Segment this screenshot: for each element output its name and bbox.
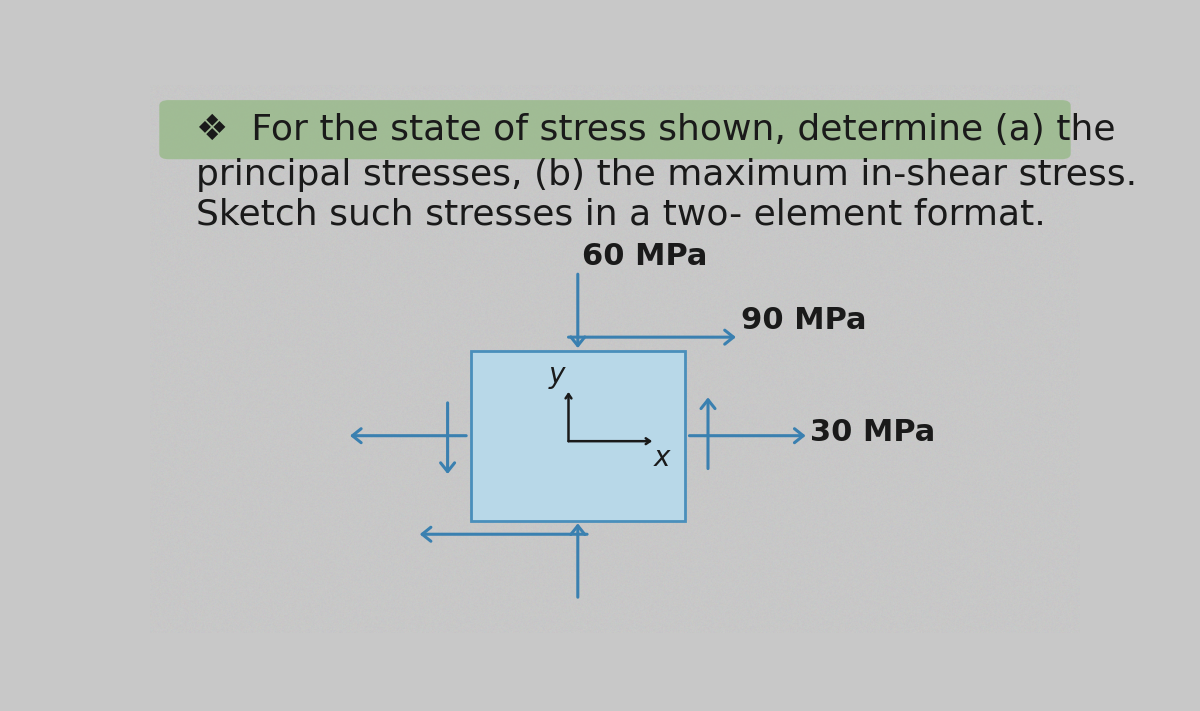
Text: principal stresses, (b) the maximum in-shear stress.: principal stresses, (b) the maximum in-s… — [197, 158, 1138, 192]
Text: 90 MPa: 90 MPa — [740, 306, 866, 335]
Text: x: x — [653, 444, 670, 472]
FancyBboxPatch shape — [160, 100, 1070, 159]
Text: ❖  For the state of stress shown, determine (a) the: ❖ For the state of stress shown, determi… — [197, 112, 1116, 146]
Text: y: y — [550, 361, 565, 389]
Text: 60 MPa: 60 MPa — [582, 242, 708, 272]
Text: Sketch such stresses in a two- element format.: Sketch such stresses in a two- element f… — [197, 198, 1046, 232]
Text: 30 MPa: 30 MPa — [810, 419, 936, 447]
Bar — [470, 351, 685, 520]
